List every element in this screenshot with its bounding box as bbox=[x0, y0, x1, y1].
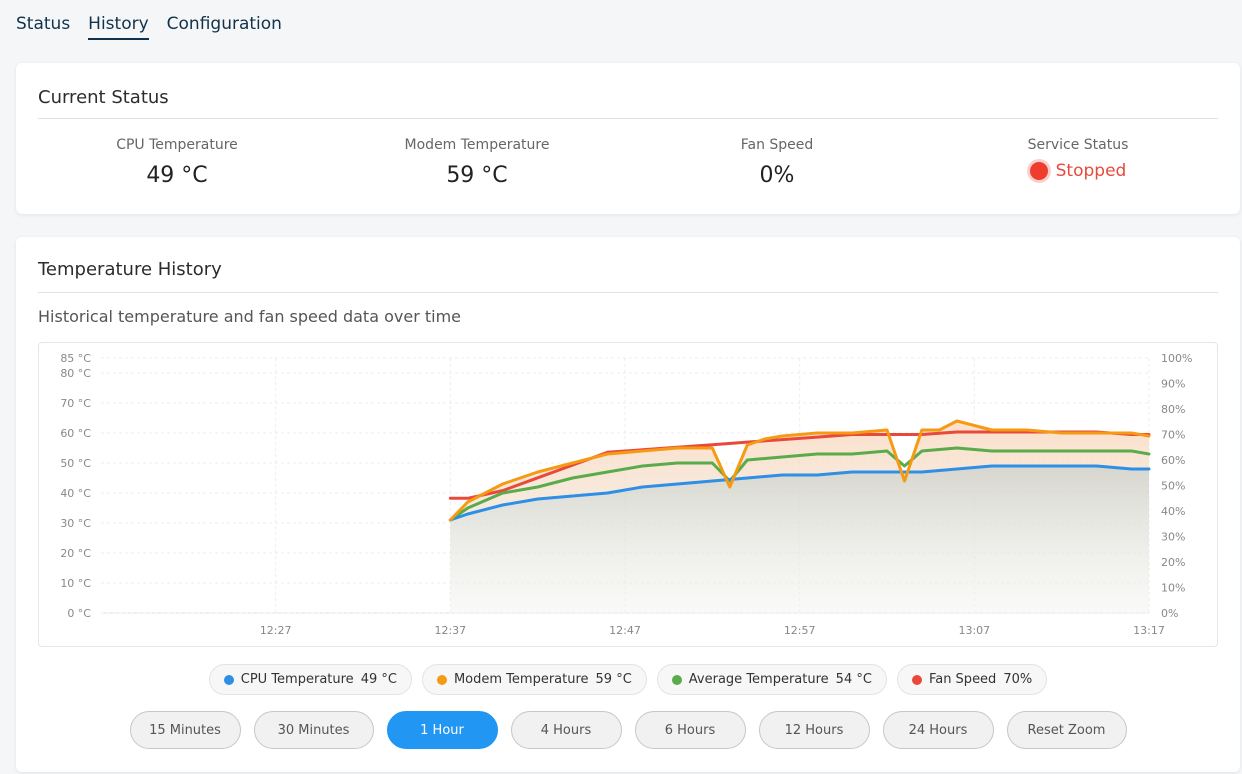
y-left-tick-label: 0 °C bbox=[67, 607, 91, 620]
status-dot-icon bbox=[1029, 162, 1048, 180]
y-right-tick-label: 50% bbox=[1161, 480, 1185, 493]
modem-temperature-label: Modem Temperature bbox=[404, 137, 550, 153]
y-right-tick-label: 90% bbox=[1161, 378, 1185, 391]
modem-temperature-stat: Modem Temperature 59 °C bbox=[327, 137, 627, 188]
cpu-temperature-value: 49 °C bbox=[146, 163, 208, 188]
legend-dot-icon bbox=[223, 674, 234, 685]
x-tick-label: 12:27 bbox=[260, 624, 292, 637]
y-left-tick-label: 20 °C bbox=[60, 547, 91, 560]
x-tick-label: 12:57 bbox=[784, 624, 816, 637]
range-6-hours-button[interactable]: 6 Hours bbox=[634, 711, 746, 749]
cpu-area bbox=[450, 466, 1149, 613]
x-tick-label: 13:07 bbox=[958, 624, 990, 637]
average-temperature-line bbox=[448, 446, 1151, 522]
y-left-tick-label: 40 °C bbox=[60, 487, 91, 500]
range-4-hours-button[interactable]: 4 Hours bbox=[510, 711, 622, 749]
card-divider bbox=[38, 292, 1218, 293]
temperature-chart-svg[interactable]: 0 °C 10 °C 20 °C 30 °C 40 °C 50 °C 60 °C 70 °C 8… bbox=[39, 343, 1219, 648]
y-right-tick-label: 80% bbox=[1161, 403, 1185, 416]
y-right-tick-label: 30% bbox=[1161, 531, 1185, 544]
temperature-history-subtitle: Historical temperature and fan speed dat… bbox=[38, 307, 461, 326]
tab-configuration[interactable]: Configuration bbox=[166, 14, 282, 34]
service-status-stat: Service Status Stopped bbox=[928, 137, 1228, 181]
x-tick-label: 13:17 bbox=[1133, 624, 1165, 637]
x-tick-label: 12:47 bbox=[609, 624, 641, 637]
fan-speed-value: 0% bbox=[759, 163, 795, 188]
fan-speed-label: Fan Speed bbox=[740, 137, 814, 153]
legend-average-value: 54 °C bbox=[835, 672, 872, 687]
legend-modem-name: Modem Temperature bbox=[453, 672, 589, 687]
y-left-tick-label: 10 °C bbox=[60, 577, 91, 590]
legend-cpu-temperature[interactable]: CPU Temperature 49 °C bbox=[208, 664, 412, 695]
service-status-value: Stopped bbox=[1055, 161, 1127, 181]
cpu-temperature-line bbox=[448, 464, 1151, 522]
y-left-tick-label: 80 °C bbox=[60, 367, 91, 380]
modem-temperature-value: 59 °C bbox=[446, 163, 508, 188]
temperature-chart[interactable]: 0 °C 10 °C 20 °C 30 °C 40 °C 50 °C 60 °C 70 °C 8… bbox=[38, 342, 1218, 647]
legend-dot-icon bbox=[436, 674, 447, 685]
legend-dot-icon bbox=[671, 674, 682, 685]
y-left-tick-label: 85 °C bbox=[60, 352, 91, 365]
legend-cpu-value: 49 °C bbox=[360, 672, 397, 687]
y-left-tick-label: 30 °C bbox=[60, 517, 91, 530]
current-status-card: Current Status CPU Temperature 49 °C Mod… bbox=[16, 63, 1240, 214]
service-status-indicator: Stopped bbox=[928, 161, 1228, 181]
legend-fan-value: 70% bbox=[1003, 672, 1033, 687]
time-range-buttons: 15 Minutes 30 Minutes 1 Hour 4 Hours 6 H… bbox=[16, 711, 1240, 749]
cpu-temperature-label: CPU Temperature bbox=[116, 137, 238, 153]
fan-speed-stat: Fan Speed 0% bbox=[627, 137, 927, 188]
service-status-label: Service Status bbox=[1027, 137, 1129, 153]
y-right-tick-label: 40% bbox=[1161, 505, 1185, 518]
y-right-tick-label: 20% bbox=[1161, 556, 1185, 569]
legend-modem-temperature[interactable]: Modem Temperature 59 °C bbox=[421, 664, 647, 695]
legend-fan-name: Fan Speed bbox=[928, 672, 997, 687]
range-15-minutes-button[interactable]: 15 Minutes bbox=[129, 711, 241, 749]
range-24-hours-button[interactable]: 24 Hours bbox=[882, 711, 994, 749]
reset-zoom-button[interactable]: Reset Zoom bbox=[1006, 711, 1127, 749]
y-right-tick-label: 0% bbox=[1161, 607, 1178, 620]
temperature-history-card: Temperature History Historical temperatu… bbox=[16, 237, 1240, 772]
y-right-tick-label: 70% bbox=[1161, 429, 1185, 442]
legend-cpu-name: CPU Temperature bbox=[240, 672, 354, 687]
range-1-hour-button[interactable]: 1 Hour bbox=[386, 711, 498, 749]
modem-temperature-line bbox=[448, 419, 1151, 522]
cpu-temperature-stat: CPU Temperature 49 °C bbox=[27, 137, 327, 188]
temperature-history-title: Temperature History bbox=[38, 259, 222, 280]
legend-average-name: Average Temperature bbox=[688, 672, 829, 687]
legend-modem-value: 59 °C bbox=[595, 672, 632, 687]
modem-band-area bbox=[450, 421, 1149, 520]
legend-average-temperature[interactable]: Average Temperature 54 °C bbox=[656, 664, 887, 695]
x-tick-label: 12:37 bbox=[434, 624, 466, 637]
y-left-tick-label: 50 °C bbox=[60, 457, 91, 470]
y-right-tick-label: 60% bbox=[1161, 454, 1185, 467]
y-left-tick-label: 60 °C bbox=[60, 427, 91, 440]
range-12-hours-button[interactable]: 12 Hours bbox=[758, 711, 870, 749]
legend-fan-speed[interactable]: Fan Speed 70% bbox=[896, 664, 1048, 695]
y-right-tick-label: 100% bbox=[1161, 352, 1192, 365]
y-right-tick-label: 10% bbox=[1161, 582, 1185, 595]
range-30-minutes-button[interactable]: 30 Minutes bbox=[253, 711, 374, 749]
legend-dot-icon bbox=[911, 674, 922, 685]
y-left-tick-label: 70 °C bbox=[60, 397, 91, 410]
current-status-title: Current Status bbox=[38, 87, 169, 108]
card-divider bbox=[38, 118, 1218, 119]
tab-history[interactable]: History bbox=[88, 14, 149, 40]
tab-status[interactable]: Status bbox=[16, 14, 71, 34]
chart-legend: CPU Temperature 49 °C Modem Temperature … bbox=[16, 664, 1240, 695]
tab-bar: Status History Configuration bbox=[16, 14, 282, 40]
